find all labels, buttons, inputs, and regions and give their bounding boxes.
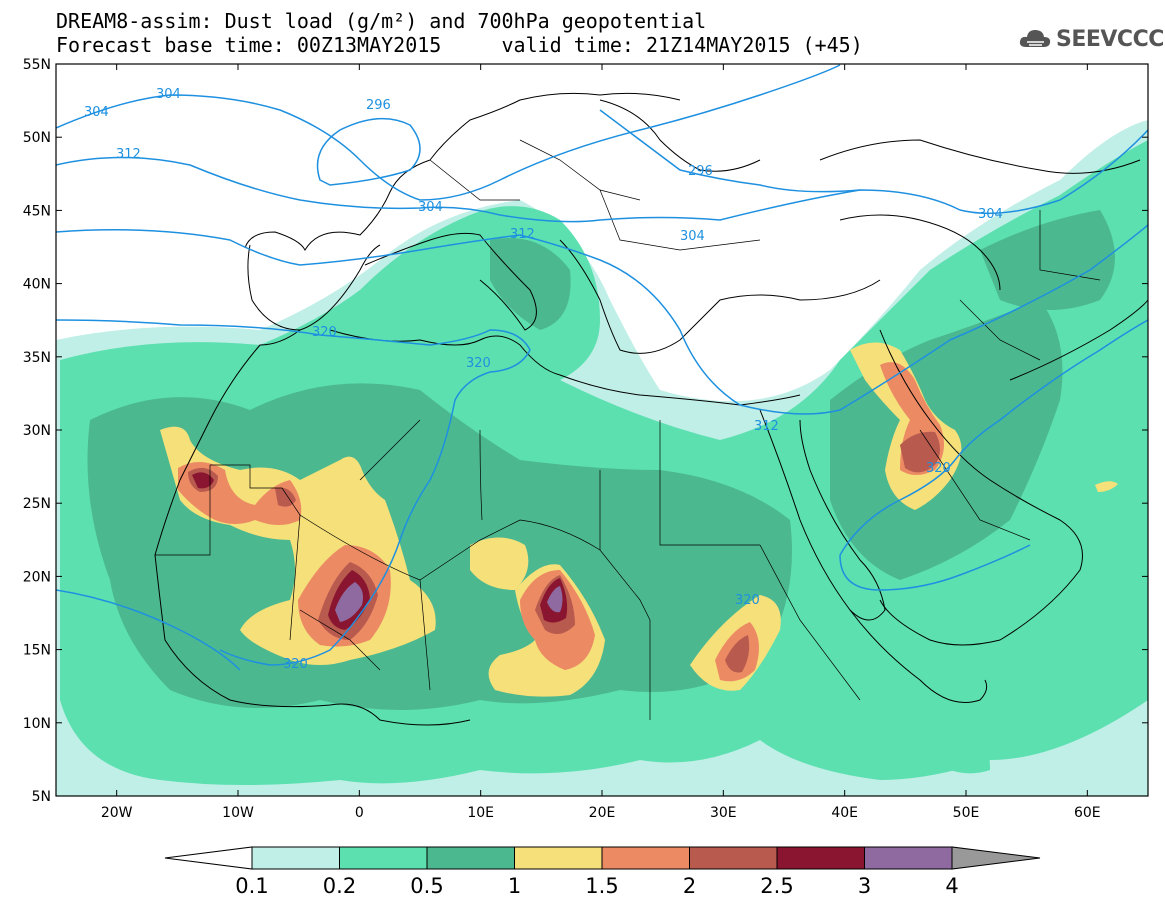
lat-tick-label: 15N (23, 643, 51, 659)
contour-label: 304 (156, 87, 181, 102)
contour-label: 304 (978, 207, 1003, 222)
colorbar-label: 4 (945, 874, 958, 898)
lon-tick-label: 10W (222, 805, 254, 821)
lon-tick-label: 40E (831, 805, 858, 821)
seevccc-logo: SEEVCCC (1018, 24, 1164, 54)
lon-tick-label: 0 (355, 805, 364, 821)
map-area: 304 304 296 312 304 296 312 304 304 320 … (56, 64, 1148, 796)
lat-tick-label: 25N (23, 496, 51, 512)
colorbar-label: 3 (858, 874, 871, 898)
colorbar-label: 2 (683, 874, 696, 898)
colorbar-segment (251, 846, 340, 870)
contour-label: 304 (418, 200, 443, 215)
contour-label: 296 (688, 164, 713, 179)
lat-tick-label: 40N (23, 277, 51, 293)
lat-tick-label: 10N (23, 716, 51, 732)
dust-field-purple (335, 582, 563, 622)
contour-label: 312 (510, 227, 535, 242)
geopotential-contours (56, 64, 1148, 671)
lat-tick-label: 5N (32, 789, 51, 805)
colorbar-label: 0.5 (410, 874, 443, 898)
contour-label: 312 (116, 147, 141, 162)
longitude-axis: 20W 10W 0 10E 20E 30E 40E 50E 60E (101, 64, 1101, 821)
contour-label: 320 (926, 461, 951, 476)
lat-tick-label: 55N (23, 57, 51, 73)
colorbar-label: 0.1 (235, 874, 268, 898)
contour-label: 320 (735, 593, 760, 608)
colorbar-label: 1 (508, 874, 521, 898)
lon-tick-label: 10E (467, 805, 494, 821)
contour-label: 312 (754, 419, 779, 434)
contour-label: 320 (283, 657, 308, 672)
map-title: DREAM8-assim: Dust load (g/m²) and 700hP… (56, 9, 707, 33)
colorbar-segment (864, 846, 953, 870)
colorbar-over-triangle (951, 846, 1041, 870)
contour-label: 296 (366, 98, 391, 113)
colorbar-segment (426, 846, 515, 870)
lat-tick-label: 35N (23, 350, 51, 366)
cloud-icon (1019, 30, 1051, 47)
logo-text: SEEVCCC (1056, 26, 1164, 52)
country-borders (155, 139, 1101, 720)
colorbar: 0.1 0.2 0.5 1 1.5 2 2.5 3 4 (164, 846, 1041, 898)
contour-label: 320 (466, 356, 491, 371)
lat-tick-label: 45N (23, 203, 51, 219)
lon-tick-label: 50E (953, 805, 980, 821)
colorbar-label: 2.5 (760, 874, 793, 898)
contour-label: 304 (680, 229, 705, 244)
colorbar-segment (339, 846, 428, 870)
colorbar-segment (601, 846, 690, 870)
lon-tick-label: 20W (101, 805, 133, 821)
lon-tick-label: 30E (710, 805, 737, 821)
lat-tick-label: 30N (23, 423, 51, 439)
lon-tick-label: 60E (1074, 805, 1101, 821)
lon-tick-label: 20E (589, 805, 616, 821)
lat-tick-label: 20N (23, 569, 51, 585)
latitude-axis: 55N 50N 45N 40N 35N 30N 25N 20N 15N 10N 5N (23, 57, 1148, 805)
colorbar-segment (689, 846, 778, 870)
map-subtitle: Forecast base time: 00Z13MAY2015 valid t… (56, 33, 863, 57)
colorbar-label: 0.2 (323, 874, 356, 898)
colorbar-label: 1.5 (585, 874, 618, 898)
colorbar-segment (514, 846, 603, 870)
colorbar-under-triangle (164, 846, 253, 870)
contour-label: 304 (84, 105, 109, 120)
lat-tick-label: 50N (23, 130, 51, 146)
contour-labels: 304 304 296 312 304 296 312 304 304 320 … (84, 87, 1003, 672)
colorbar-segment (776, 846, 865, 870)
contour-label: 320 (312, 325, 337, 340)
